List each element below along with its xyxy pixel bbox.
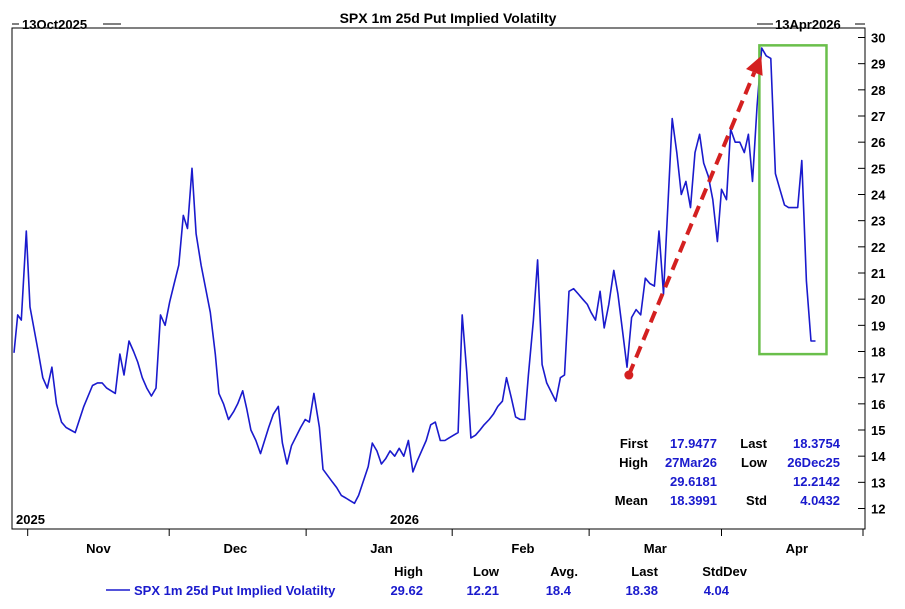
x-tick-label: Jan	[370, 541, 392, 556]
stats-high-label: High	[619, 455, 648, 470]
y-tick-label: 28	[871, 83, 885, 98]
stats-mean-label: Mean	[615, 493, 648, 508]
legend-value-low: 12.21	[466, 583, 499, 598]
y-tick-label: 22	[871, 240, 885, 255]
y-tick-label: 27	[871, 109, 885, 124]
stats-box: First 17.9477 Last 18.3754 High 27Mar26 …	[615, 436, 841, 508]
y-tick-label: 15	[871, 423, 885, 438]
y-tick-label: 25	[871, 161, 885, 176]
y-axis: 12 13 14 15 16 17 18 19 20 21 22 23 24 25 26 27 28 29 30	[858, 31, 886, 517]
start-date-label: 13Oct2025	[22, 17, 87, 32]
x-tick-label: Dec	[223, 541, 247, 556]
stats-mean-value: 18.3991	[670, 493, 717, 508]
y-tick-label: 21	[871, 266, 885, 281]
y-tick-label: 29	[871, 57, 885, 72]
stats-first-value: 17.9477	[670, 436, 717, 451]
stats-high-date: 27Mar26	[665, 455, 717, 470]
stats-std-label: Std	[746, 493, 767, 508]
legend: High Low Avg. Last StdDev SPX 1m 25d Put…	[106, 564, 748, 598]
year-label-2025: 2025	[16, 512, 45, 527]
y-tick-label: 16	[871, 397, 885, 412]
y-tick-label: 20	[871, 292, 885, 307]
legend-value-high: 29.62	[390, 583, 423, 598]
y-tick-label: 26	[871, 135, 885, 150]
legend-header-last: Last	[631, 564, 658, 579]
y-tick-label: 24	[871, 188, 886, 203]
stats-low-value: 12.2142	[793, 474, 840, 489]
legend-series-name: SPX 1m 25d Put Implied Volatilty	[134, 583, 336, 598]
stats-std-value: 4.0432	[800, 493, 840, 508]
y-tick-label: 18	[871, 345, 885, 360]
x-tick-label: Feb	[511, 541, 534, 556]
chart-title: SPX 1m 25d Put Implied Volatilty	[340, 10, 557, 26]
end-date-label: 13Apr2026	[775, 17, 841, 32]
y-tick-label: 12	[871, 502, 885, 517]
legend-header-high: High	[394, 564, 423, 579]
x-tick-label: Mar	[644, 541, 667, 556]
arrow-start-dot	[624, 370, 634, 380]
y-tick-label: 17	[871, 371, 885, 386]
arrow-head	[746, 55, 763, 76]
stats-last-label: Last	[740, 436, 767, 451]
legend-header-low: Low	[473, 564, 500, 579]
stats-high-value: 29.6181	[670, 474, 717, 489]
y-tick-label: 23	[871, 214, 885, 229]
stats-last-value: 18.3754	[793, 436, 841, 451]
year-label-2026: 2026	[390, 512, 419, 527]
x-tick-label: Nov	[86, 541, 111, 556]
y-tick-label: 30	[871, 31, 885, 46]
legend-header-stddev: StdDev	[702, 564, 748, 579]
x-axis: Nov Dec Jan Feb Mar Apr	[27, 529, 864, 556]
y-tick-label: 14	[871, 449, 886, 464]
legend-header-avg: Avg.	[550, 564, 578, 579]
trend-arrow	[626, 71, 757, 376]
plot-frame	[11, 27, 866, 530]
legend-value-avg: 18.4	[546, 583, 572, 598]
y-tick-label: 19	[871, 318, 885, 333]
series-line	[13, 47, 816, 505]
legend-value-stddev: 4.04	[704, 583, 730, 598]
highlight-box	[758, 44, 828, 356]
stats-first-label: First	[620, 436, 649, 451]
y-tick-label: 13	[871, 475, 885, 490]
stats-low-date: 26Dec25	[787, 455, 840, 470]
legend-value-last: 18.38	[625, 583, 658, 598]
stats-low-label: Low	[741, 455, 768, 470]
x-tick-label: Apr	[786, 541, 808, 556]
